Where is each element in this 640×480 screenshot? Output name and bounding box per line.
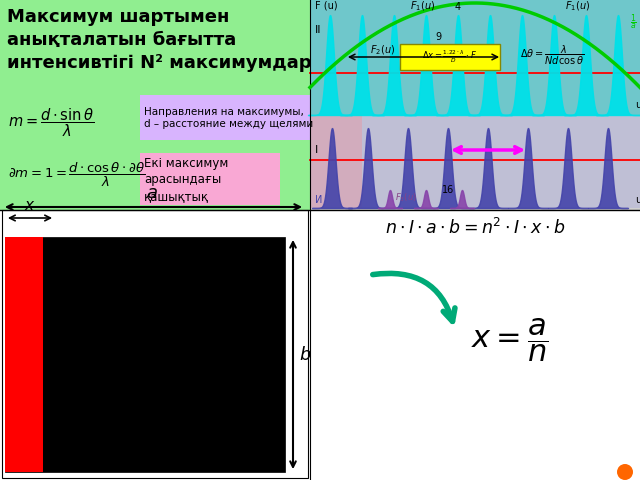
Text: $m = \dfrac{d \cdot \sin\theta}{\lambda}$: $m = \dfrac{d \cdot \sin\theta}{\lambda}… xyxy=(8,107,94,139)
Bar xyxy=(5,237,285,472)
Text: $b$: $b$ xyxy=(299,346,312,363)
Text: $\partial m = 1 = \dfrac{d \cdot \cos\theta \cdot \partial\theta}{\lambda}$: $\partial m = 1 = \dfrac{d \cdot \cos\th… xyxy=(8,161,145,189)
Text: $F_1(u)$: $F_1(u)$ xyxy=(565,0,590,13)
Bar xyxy=(310,115,640,208)
Bar xyxy=(140,153,280,205)
Text: $\Delta x = \frac{1.22 \cdot \lambda}{D} \cdot F$: $\Delta x = \frac{1.22 \cdot \lambda}{D}… xyxy=(422,49,477,65)
Text: $\Delta\theta = \dfrac{\lambda}{Nd\cos\theta}$: $\Delta\theta = \dfrac{\lambda}{Nd\cos\t… xyxy=(520,44,584,67)
Text: $F_1(u)$: $F_1(u)$ xyxy=(410,0,435,13)
Text: $x$: $x$ xyxy=(24,198,36,213)
Bar xyxy=(310,115,362,208)
Text: Направления на максимумы,
d – расстояние между щелями: Направления на максимумы, d – расстояние… xyxy=(144,107,313,129)
Bar xyxy=(5,237,43,472)
Text: 16: 16 xyxy=(442,185,454,195)
Text: $a$: $a$ xyxy=(146,184,158,202)
Text: $n \cdot I \cdot a \cdot b = n^2 \cdot I \cdot x \cdot b$: $n \cdot I \cdot a \cdot b = n^2 \cdot I… xyxy=(385,218,565,238)
Text: Максимум шартымен
анықталатын бағытта
интенсивтігі N² максимумдар: Максимум шартымен анықталатын бағытта ин… xyxy=(7,8,312,72)
Text: $\frac{1}{a}$: $\frac{1}{a}$ xyxy=(630,13,637,33)
Text: II: II xyxy=(315,25,321,35)
Text: I: I xyxy=(315,145,318,155)
Bar xyxy=(310,0,640,210)
Text: $F_3(u)$: $F_3(u)$ xyxy=(395,192,417,204)
Circle shape xyxy=(617,464,633,480)
Bar xyxy=(0,210,310,480)
Text: И: И xyxy=(315,195,323,205)
Text: 4: 4 xyxy=(455,2,461,12)
Bar xyxy=(310,0,640,115)
FancyArrowPatch shape xyxy=(372,274,455,322)
Text: $x = \dfrac{a}{n}$: $x = \dfrac{a}{n}$ xyxy=(471,316,549,364)
Bar xyxy=(310,210,640,480)
Bar xyxy=(140,95,310,140)
Bar xyxy=(400,44,500,70)
Text: Екі максимум
арасындағы
қашықтық: Екі максимум арасындағы қашықтық xyxy=(144,156,228,204)
Text: 9: 9 xyxy=(435,32,441,42)
Bar xyxy=(2,210,308,478)
Bar xyxy=(0,0,310,210)
Text: u: u xyxy=(635,195,640,205)
Text: F (u): F (u) xyxy=(315,1,338,11)
Text: $F_2(u)$: $F_2(u)$ xyxy=(370,43,395,57)
Text: u: u xyxy=(635,100,640,110)
